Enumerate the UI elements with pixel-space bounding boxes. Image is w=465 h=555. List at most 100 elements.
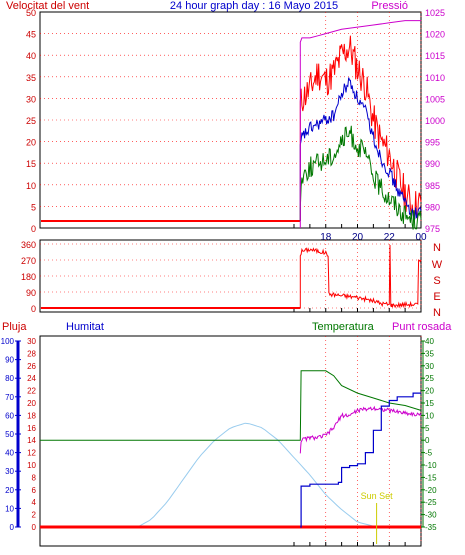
temperature-side-axes — [15, 340, 425, 528]
time-tick-label: 22 — [384, 232, 396, 243]
humidity-tick-label: 100 — [1, 337, 15, 346]
pressure-tick-label: 975 — [425, 224, 440, 234]
rain-tick-label: 6 — [32, 486, 37, 495]
temperature-tick-label: 35 — [425, 349, 434, 358]
wind-gust-line — [299, 35, 422, 221]
wind-speed-tick-label: 20 — [26, 138, 36, 148]
pressure-tick-label: 990 — [425, 159, 440, 169]
rain-tick-label: 26 — [27, 362, 36, 371]
wind-speed-tick-label: 45 — [26, 30, 36, 40]
direction-tick-labels: 0 90 180 270 360 — [21, 240, 36, 314]
humidity-tick-label: 50 — [5, 430, 14, 439]
temperature-tick-labels: -35 -30 -25 -20 -15 -10 -5 0 5 10 15 20 25 30 35 40 — [425, 337, 437, 532]
compass-w: W — [432, 259, 443, 271]
wind-speed-tick-label: 15 — [26, 159, 36, 169]
rain-tick-label: 8 — [32, 473, 37, 482]
humidity-tick-label: 60 — [5, 411, 14, 420]
wind-speed-tick-label: 25 — [26, 116, 36, 126]
temperature-tick-label: 0 — [425, 436, 430, 445]
wind-plot-series — [41, 20, 422, 230]
wind-speed-tick-label: 40 — [26, 51, 36, 61]
wind-speed-tick-labels: 0 5 10 15 20 25 30 35 40 45 50 — [26, 8, 36, 234]
rain-tick-label: 20 — [27, 399, 36, 408]
dewpoint-line — [299, 405, 422, 454]
temperature-tick-label: 5 — [425, 424, 430, 433]
sunset-annotation: Sun Set — [361, 491, 394, 501]
graph-title: 24 hour graph day : 16 Mayo 2015 — [170, 0, 338, 12]
rain-tick-label: 12 — [27, 449, 36, 458]
wind-low-line — [299, 125, 422, 230]
wind-speed-tick-label: 50 — [26, 8, 36, 18]
direction-tick-label: 180 — [21, 272, 36, 282]
pressure-tick-labels: 975 980 985 990 995 1000 1005 1010 1015 1020 1025 — [425, 8, 445, 234]
humidity-tick-labels: 0 10 20 30 40 50 60 70 80 90 100 — [1, 337, 15, 532]
pressure-tick-label: 980 — [425, 202, 440, 212]
pressure-tick-label: 1000 — [425, 116, 445, 126]
humidity-tick-label: 20 — [5, 486, 14, 495]
wind-speed-tick-label: 35 — [26, 73, 36, 83]
compass-s: S — [433, 275, 440, 287]
rain-tick-label: 16 — [27, 424, 36, 433]
wind-direction-panel: 0 90 180 270 360 — [21, 239, 422, 314]
rain-tick-label: 24 — [27, 374, 36, 383]
wind-speed-tick-label: 5 — [31, 202, 36, 212]
temperature-tick-label: -10 — [425, 461, 437, 470]
rain-tick-label: 4 — [32, 498, 37, 507]
temperature-tick-label: -5 — [425, 449, 433, 458]
rain-tick-label: 28 — [27, 349, 36, 358]
temperature-tick-label: -20 — [425, 486, 437, 495]
humidity-label: Humitat — [66, 321, 104, 333]
temperature-plot-grid — [293, 336, 422, 546]
compass-e: E — [433, 291, 440, 303]
pressure-tick-label: 985 — [425, 181, 440, 191]
temperature-tick-label: 10 — [425, 411, 434, 420]
direction-tick-label: 360 — [21, 240, 36, 250]
pressure-tick-label: 995 — [425, 138, 440, 148]
humidity-tick-label: 0 — [10, 523, 15, 532]
wind-time-tick-labels: 18 20 22 00 — [320, 232, 427, 243]
humidity-line — [300, 392, 421, 528]
wind-speed-axis-title: Velocitat del vent — [6, 0, 89, 12]
wind-speed-tick-label: 10 — [26, 181, 36, 191]
time-tick-label: 18 — [320, 232, 332, 243]
humidity-tick-label: 30 — [5, 467, 14, 476]
wind-direction-line — [299, 244, 422, 309]
pressure-tick-label: 1025 — [425, 8, 445, 18]
rain-tick-label: 14 — [27, 436, 36, 445]
temperature-tick-label: 15 — [425, 399, 434, 408]
temperature-plot-frame — [39, 335, 422, 547]
temperature-label: Temperatura — [312, 321, 375, 333]
direction-tick-label: 0 — [31, 304, 36, 314]
direction-plot-frame — [39, 239, 422, 313]
rain-tick-label: 10 — [27, 461, 36, 470]
temperature-tick-label: 25 — [425, 374, 434, 383]
pressure-tick-label: 1010 — [425, 73, 445, 83]
wind-speed-tick-label: 0 — [31, 224, 36, 234]
time-tick-label: 20 — [352, 232, 364, 243]
pressure-tick-label: 1015 — [425, 51, 445, 61]
pressure-tick-label: 1005 — [425, 94, 445, 104]
rain-tick-label: 2 — [32, 511, 37, 520]
rain-tick-label: 0 — [32, 523, 37, 532]
dewpoint-label: Punt rosada — [392, 321, 452, 333]
temperature-line — [40, 370, 422, 441]
direction-plot-series — [41, 244, 422, 309]
solar-radiation-curve — [137, 422, 377, 528]
temperature-tick-label: -25 — [425, 498, 437, 507]
temperature-tick-label: -35 — [425, 523, 437, 532]
compass-n-top: N — [433, 242, 441, 254]
humidity-tick-label: 90 — [5, 356, 14, 365]
rain-label: Pluja — [2, 321, 27, 333]
temperature-tick-label: 40 — [425, 337, 434, 346]
rain-tick-label: 18 — [27, 411, 36, 420]
wind-plot-frame — [39, 11, 422, 229]
pressure-axis-title: Pressió — [371, 0, 408, 12]
humidity-tick-label: 10 — [5, 504, 14, 513]
pressure-tick-label: 1020 — [425, 30, 445, 40]
rain-tick-label: 22 — [27, 387, 36, 396]
wind-average-line — [299, 77, 422, 222]
